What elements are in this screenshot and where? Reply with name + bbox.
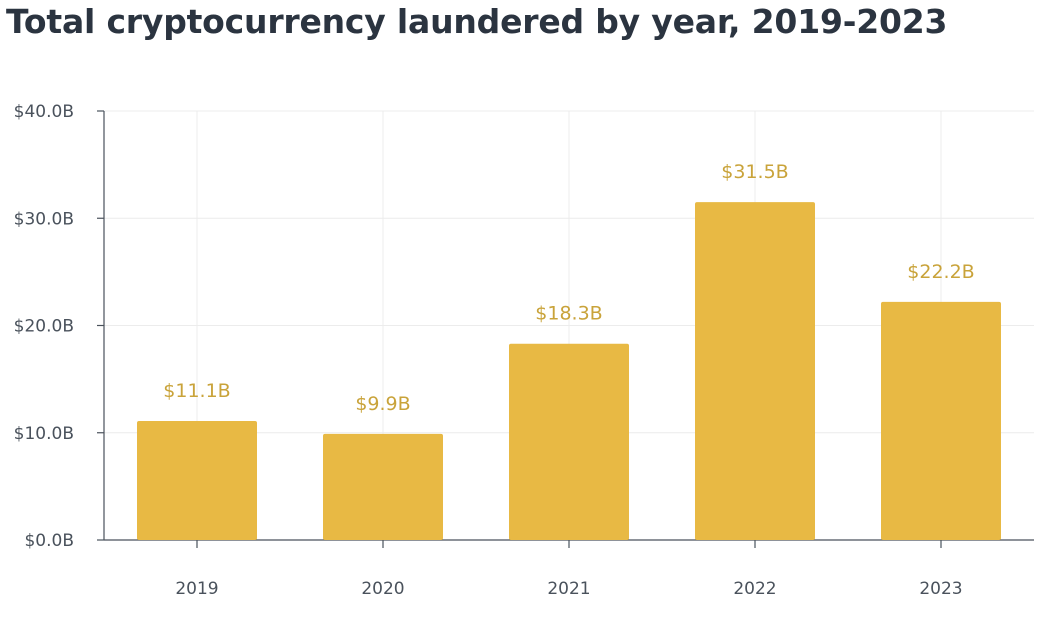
y-tick-label: $10.0B	[14, 424, 74, 444]
y-tick-label: $0.0B	[24, 531, 74, 551]
data-label-2019: $11.1B	[163, 380, 230, 402]
y-tick-label: $20.0B	[14, 317, 74, 337]
bar-2019	[137, 420, 257, 540]
bars	[137, 202, 1001, 540]
x-tick-label-2021: 2021	[547, 579, 590, 599]
y-tick-label: $30.0B	[14, 209, 74, 229]
data-label-2020: $9.9B	[355, 393, 410, 415]
x-tick-label-2020: 2020	[361, 579, 404, 599]
y-tick-label: $40.0B	[14, 102, 74, 122]
bar-2022	[695, 202, 815, 540]
bar-2020	[323, 433, 443, 540]
data-label-2022: $31.5B	[721, 161, 788, 183]
bar-2021	[509, 343, 629, 540]
data-labels: $11.1B $9.9B $18.3B $31.5B $22.2B	[163, 161, 974, 415]
y-axis: $0.0B $10.0B $20.0B $30.0B $40.0B	[14, 102, 105, 551]
data-label-2023: $22.2B	[907, 261, 974, 283]
x-tick-label-2022: 2022	[733, 579, 776, 599]
x-axis: 2019 2020 2021 2022 2023	[104, 539, 1034, 599]
data-label-2021: $18.3B	[535, 303, 602, 325]
bar-2023	[881, 301, 1001, 540]
x-tick-label-2023: 2023	[919, 579, 962, 599]
x-tick-label-2019: 2019	[175, 579, 218, 599]
chart-title: Total cryptocurrency laundered by year, …	[6, 2, 948, 41]
